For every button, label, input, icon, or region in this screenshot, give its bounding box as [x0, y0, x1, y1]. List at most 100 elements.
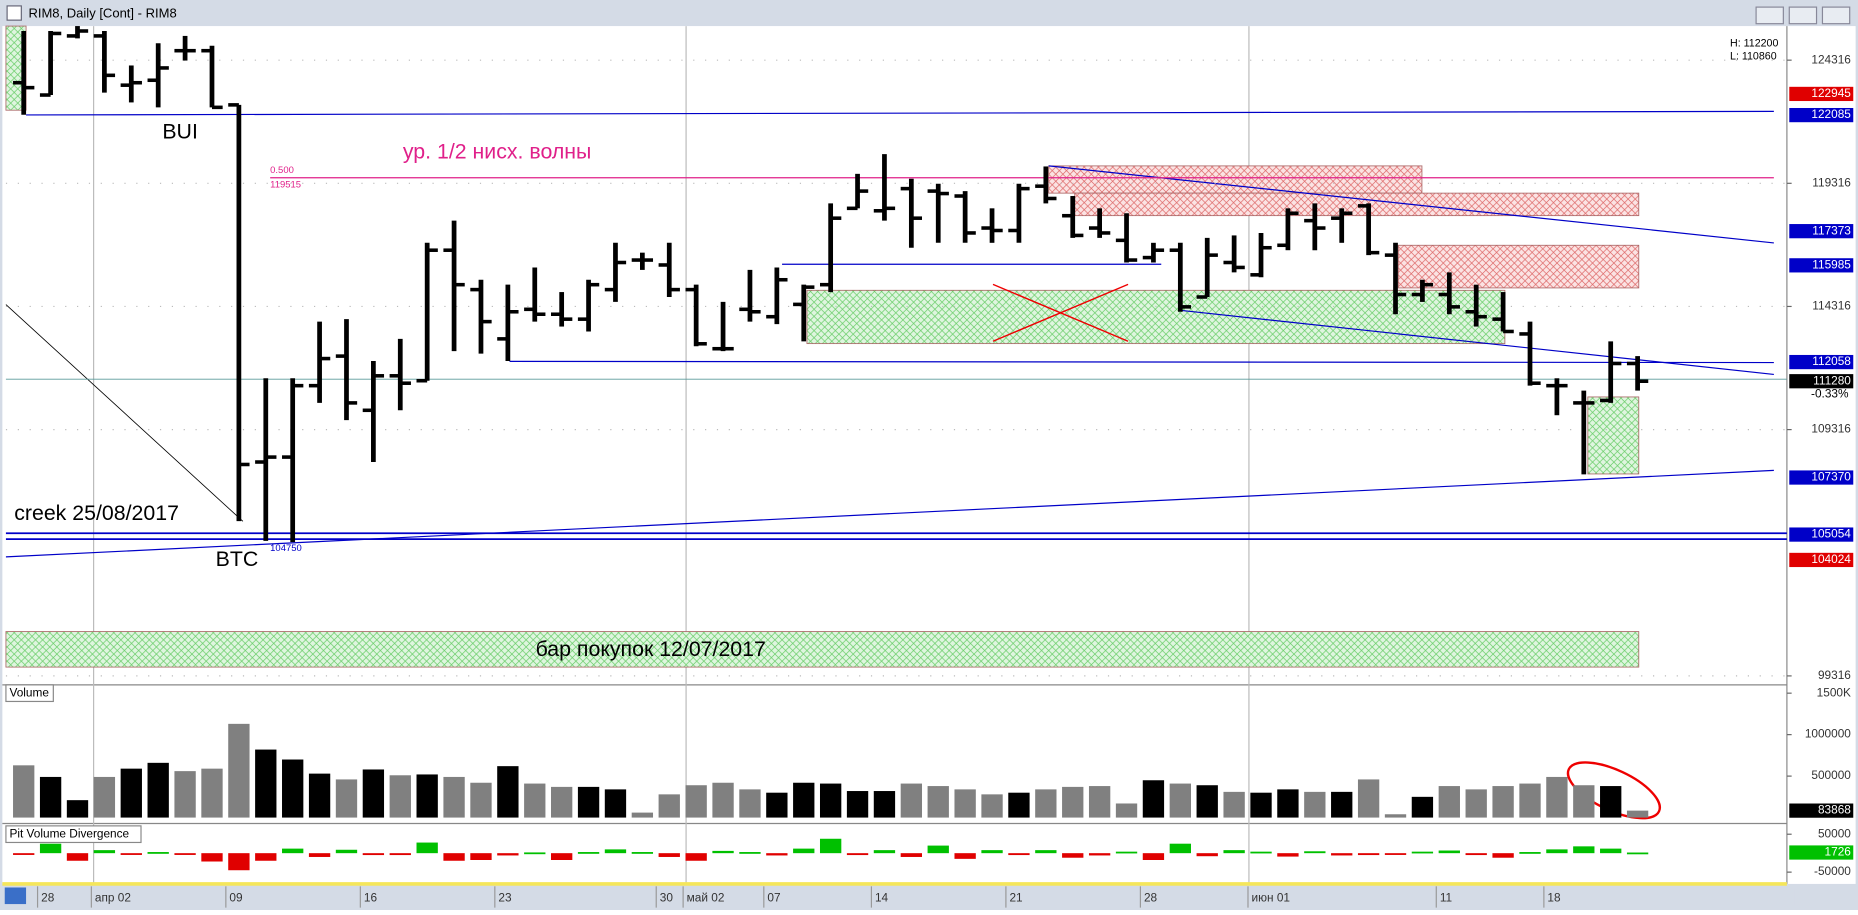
annotation: 0.500: [270, 165, 294, 176]
volume-bar: [1008, 792, 1030, 818]
volume-bar: [1626, 810, 1649, 818]
divergence-bar: [1384, 853, 1407, 855]
y-tick-label: -50000: [1814, 864, 1851, 878]
y-tick-label: 114316: [1812, 299, 1851, 313]
y-tick-label: 99316: [1818, 668, 1851, 682]
divergence-bar: [201, 853, 223, 862]
divergence-bar: [282, 848, 304, 854]
panel-label: Volume: [9, 685, 49, 699]
divergence-bar: [1357, 853, 1380, 856]
volume-bar: [1115, 803, 1138, 818]
minimize-button[interactable]: [1755, 6, 1784, 25]
low-stat: L: 110860: [1730, 51, 1777, 63]
divergence-bar: [927, 845, 949, 854]
price-level-label: 122945: [1811, 86, 1851, 100]
volume-bar: [147, 762, 169, 818]
drawings: [5, 110, 1787, 820]
volume-bar: [1573, 785, 1595, 818]
volume-bar: [1088, 786, 1111, 818]
annotation: BTC: [216, 547, 259, 571]
price-level-box: [1789, 527, 1854, 542]
zones: [5, 25, 1640, 668]
volume-bar: [1600, 786, 1622, 818]
volume-bar: [282, 759, 304, 818]
divergence-bar: [1142, 853, 1165, 860]
divergence-bar: [255, 853, 277, 861]
x-tick-label: апр 02: [95, 890, 131, 904]
zone-red: [1397, 244, 1640, 289]
divergence-bar: [1492, 853, 1514, 858]
divergence-bar: [793, 848, 815, 854]
divergence-bar: [335, 849, 358, 854]
divergence-bar: [1008, 853, 1030, 856]
divergence-bar: [1438, 850, 1460, 854]
x-tick-label: 16: [364, 890, 378, 904]
y-tick-label: 1500K: [1817, 685, 1851, 699]
volume-bar: [712, 782, 734, 818]
divergence-bar: [1035, 850, 1057, 854]
divergence-bar: [308, 853, 331, 857]
tool-icons[interactable]: [1794, 888, 1854, 906]
volume-bar: [577, 786, 600, 818]
price-level-label: 122085: [1811, 107, 1851, 121]
volume-bar: [873, 791, 896, 818]
zone-red: [1074, 192, 1640, 217]
volume-bar: [685, 785, 707, 818]
annotation: 104750: [270, 543, 302, 554]
price-level-box: [1789, 354, 1854, 370]
divergence-bar: [93, 850, 116, 854]
y-tick-label: 119316: [1812, 175, 1851, 189]
divergence-bar: [873, 850, 896, 854]
divergence-bar: [712, 850, 734, 854]
volume-bar: [497, 766, 519, 818]
volume-bar: [1250, 792, 1272, 818]
divergence-bar: [416, 842, 438, 854]
divergence-bar: [362, 853, 385, 856]
x-tick-label: 07: [767, 890, 780, 904]
menu-button[interactable]: [4, 887, 27, 905]
volume-bar: [174, 771, 196, 818]
volume-bar: [1465, 789, 1487, 818]
divergence-bar: [819, 838, 842, 854]
volume-bar: [335, 779, 358, 818]
volume-bar: [1223, 791, 1245, 818]
divergence-bar: [1250, 851, 1272, 854]
level-line: [26, 110, 1774, 116]
y-tick-label: 124316: [1811, 52, 1851, 66]
panel-label-box: [5, 825, 142, 844]
last-value-label: 1726: [1825, 845, 1852, 859]
x-tick-label: 28: [1144, 890, 1158, 904]
volume-bar: [1304, 791, 1326, 818]
zone-green: [1587, 396, 1640, 475]
y-tick-label: 1000000: [1805, 727, 1851, 741]
volume-bar: [1519, 783, 1541, 818]
trend-line: [1048, 165, 1774, 244]
divergence-bar: [470, 853, 492, 860]
price-level-label: 115985: [1812, 257, 1851, 271]
divergence-bar: [120, 853, 142, 855]
app-icon: [6, 5, 22, 21]
price-level-label: 105054: [1811, 527, 1851, 541]
volume-bar: [66, 800, 89, 818]
x-tick-label: 21: [1009, 890, 1022, 904]
annotation: бар покупок 12/07/2017: [536, 637, 766, 661]
close-button[interactable]: [1821, 6, 1851, 25]
divergence-bar: [1573, 846, 1595, 854]
divergence-bar: [13, 853, 35, 855]
price-level-box: [1789, 86, 1854, 102]
price-level-label: 111280: [1813, 373, 1851, 387]
maximize-button[interactable]: [1788, 6, 1818, 25]
divergence-bar: [1277, 853, 1299, 857]
divergence-bar: [658, 853, 680, 857]
divergence-bar: [766, 853, 788, 856]
x-tick-label: май 02: [687, 890, 725, 904]
annotation: 119515: [270, 179, 301, 190]
volume-bar: [1035, 789, 1057, 818]
cross-mark: [992, 283, 1129, 342]
volume-bar: [631, 812, 654, 818]
volume-bar: [551, 786, 573, 818]
volume-bar: [981, 794, 1003, 818]
divergence-bar: [147, 852, 169, 854]
